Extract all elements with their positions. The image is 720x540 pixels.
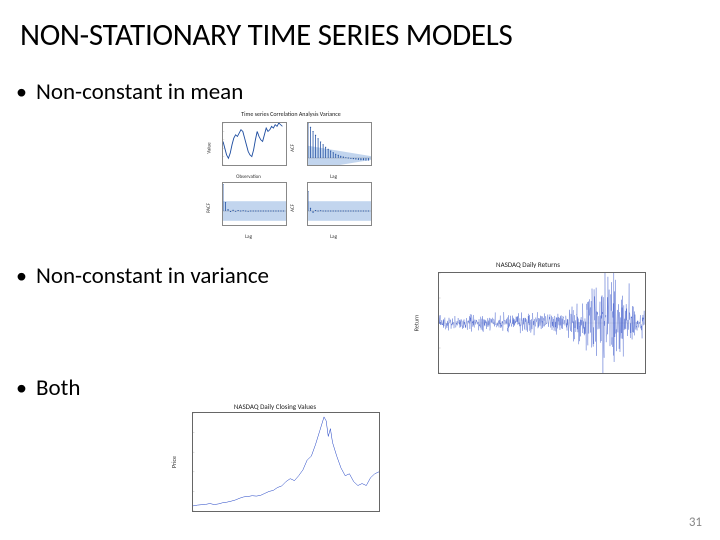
returns-chart: NASDAQ Daily Returns Return xyxy=(404,256,652,390)
subplot-acf2-xlabel: Lag xyxy=(330,234,337,240)
subplot-acf2: ACF Lag xyxy=(293,180,374,236)
subplot-pacf-xlabel: Lag xyxy=(245,234,252,240)
subplot-pacf-svg xyxy=(223,183,286,225)
closing-chart: NASDAQ Daily Closing Values Price xyxy=(164,398,386,526)
subplot-value: Value Observation xyxy=(208,120,289,176)
diagnostics-panel: Time series Correlation Analysis Varianc… xyxy=(204,108,378,244)
subplot-acf2-svg xyxy=(308,183,371,225)
subplot-acf: ACF Lag xyxy=(293,120,374,176)
subplot-value-ylabel: Value xyxy=(207,142,213,153)
subplot-pacf: PACF Lag xyxy=(208,180,289,236)
subplot-value-svg xyxy=(223,123,286,165)
page-number: 31 xyxy=(689,515,702,530)
returns-ylabel: Return xyxy=(412,315,420,332)
closing-ylabel: Price xyxy=(170,456,178,468)
returns-svg xyxy=(439,273,645,373)
returns-title: NASDAQ Daily Returns xyxy=(404,256,652,269)
subplot-pacf-ylabel: PACF xyxy=(206,203,212,213)
closing-svg xyxy=(193,413,379,511)
subplot-acf2-ylabel: ACF xyxy=(290,204,296,212)
slide-title: NON-STATIONARY TIME SERIES MODELS xyxy=(0,0,720,62)
subplot-acf-svg xyxy=(308,123,371,165)
bullet-mean: Non-constant in mean xyxy=(0,78,720,106)
panel-grid: Value Observation ACF Lag PACF Lag ACF L… xyxy=(204,120,378,240)
slide: NON-STATIONARY TIME SERIES MODELS Non-co… xyxy=(0,0,720,540)
closing-title: NASDAQ Daily Closing Values xyxy=(164,398,386,411)
subplot-acf-ylabel: ACF xyxy=(290,144,296,152)
panel-title: Time series Correlation Analysis Varianc… xyxy=(204,108,378,120)
